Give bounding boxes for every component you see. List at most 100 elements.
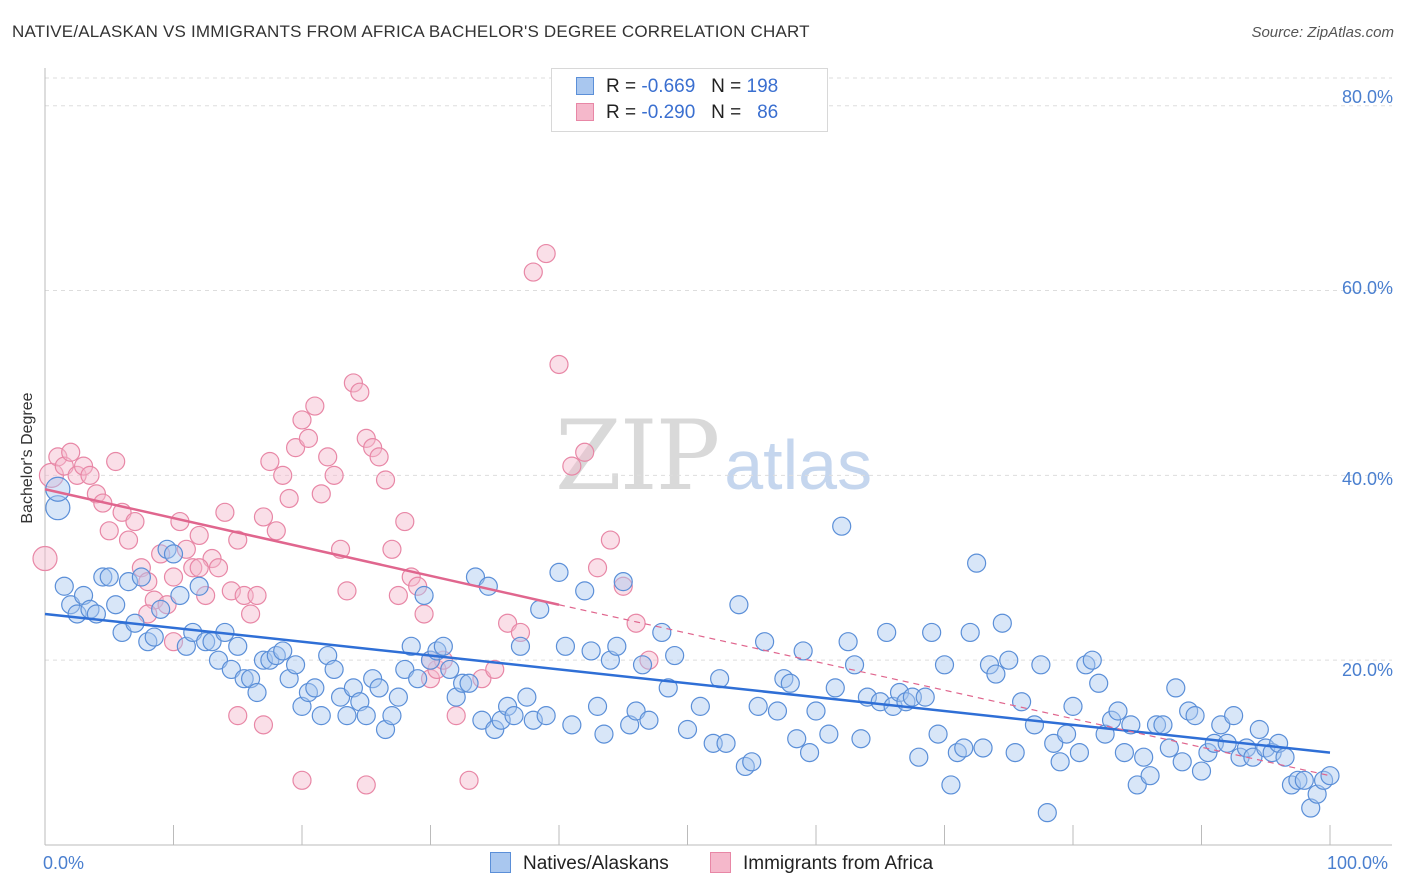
africa-point	[163, 567, 184, 587]
africa-point	[305, 396, 325, 416]
natives-point	[510, 636, 531, 656]
africa-point	[208, 558, 229, 578]
natives-point	[523, 710, 543, 730]
africa-point	[163, 632, 184, 652]
africa-point	[61, 442, 81, 462]
natives-point	[934, 655, 955, 675]
natives-point	[324, 659, 344, 680]
legend-label-natives: Natives/Alaskans	[523, 853, 669, 874]
natives-point	[1082, 650, 1102, 670]
natives-point	[1249, 719, 1269, 740]
natives-point	[1127, 775, 1147, 795]
africa-point	[253, 715, 274, 735]
africa-point	[292, 770, 312, 790]
natives-point	[1089, 673, 1109, 693]
africa-point	[183, 558, 203, 578]
natives-point	[973, 738, 993, 758]
africa-point	[189, 525, 209, 546]
y-tick-label-20: 20.0%	[1341, 660, 1393, 680]
natives-point	[1172, 752, 1192, 772]
natives-point	[311, 706, 331, 726]
natives-point	[613, 572, 633, 592]
natives-point	[941, 775, 961, 795]
natives-point	[440, 659, 460, 680]
natives-point	[562, 715, 582, 735]
legend-n-value: 86	[757, 102, 779, 123]
natives-point	[504, 706, 524, 726]
legend-r-label: R =	[606, 76, 637, 97]
natives-point	[1005, 742, 1025, 763]
africa-point	[247, 585, 267, 606]
legend-swatch-pink	[576, 103, 594, 121]
watermark-zip: ZIP	[555, 400, 720, 512]
natives-point	[163, 544, 184, 564]
africa-point	[260, 451, 280, 472]
natives-point	[806, 701, 826, 721]
natives-point	[221, 659, 241, 680]
africa-point	[369, 447, 389, 467]
natives-point	[1011, 692, 1032, 712]
legend-n-value: 198	[746, 76, 779, 97]
natives-point	[992, 613, 1012, 633]
natives-point	[1191, 761, 1212, 781]
natives-point	[754, 632, 775, 652]
natives-point	[536, 706, 556, 726]
africa-point	[99, 521, 119, 541]
natives-point	[401, 636, 421, 656]
correlation-legend: R = -0.669 N = 198 R = -0.290 N = 86	[551, 68, 828, 132]
africa-point	[575, 442, 595, 462]
africa-point	[523, 262, 543, 282]
africa-point	[600, 530, 621, 550]
natives-point	[555, 636, 576, 656]
natives-point	[253, 650, 274, 670]
africa-point	[510, 622, 531, 643]
y-tick-label-80: 80.0%	[1341, 87, 1393, 107]
africa-point	[382, 539, 402, 559]
watermark-atlas: atlas	[724, 426, 873, 504]
natives-point	[594, 724, 614, 744]
natives-point	[459, 673, 479, 693]
natives-point	[1024, 715, 1045, 735]
africa-point	[350, 382, 370, 402]
natives-point	[151, 599, 171, 619]
africa-point	[414, 604, 434, 624]
africa-point	[485, 659, 505, 680]
natives-point	[549, 562, 569, 582]
watermark: ZIPatlas	[555, 400, 872, 512]
natives-point	[870, 692, 890, 712]
natives-point	[729, 595, 749, 615]
natives-point	[954, 738, 974, 758]
africa-point	[266, 521, 286, 541]
africa-point	[549, 354, 569, 375]
natives-point	[1063, 696, 1083, 716]
natives-point	[369, 678, 389, 698]
natives-point	[196, 632, 216, 652]
natives-point	[208, 650, 229, 670]
natives-point	[677, 719, 698, 740]
africa-point	[32, 545, 58, 572]
africa-point	[375, 470, 396, 490]
africa-point	[138, 604, 158, 624]
legend-n-label: N =	[711, 102, 742, 123]
africa-point	[228, 706, 248, 726]
y-tick-label-60: 60.0%	[1341, 278, 1393, 298]
natives-point	[1114, 742, 1135, 763]
natives-point	[999, 650, 1019, 670]
natives-point	[183, 622, 203, 643]
natives-point	[851, 729, 871, 749]
natives-point	[285, 655, 306, 675]
natives-point	[453, 673, 473, 693]
africa-point	[80, 465, 100, 485]
africa-point	[613, 576, 633, 596]
natives-point	[1140, 766, 1160, 786]
africa-point	[118, 530, 139, 550]
africa-point	[318, 447, 338, 467]
natives-point	[330, 687, 351, 707]
natives-point	[1185, 706, 1205, 726]
legend-row-africa: R = -0.290 N = 86	[576, 102, 778, 124]
natives-point	[93, 567, 113, 587]
natives-point	[54, 576, 74, 596]
natives-point	[433, 636, 453, 656]
chart-source: Source: ZipAtlas.com	[1251, 24, 1394, 41]
